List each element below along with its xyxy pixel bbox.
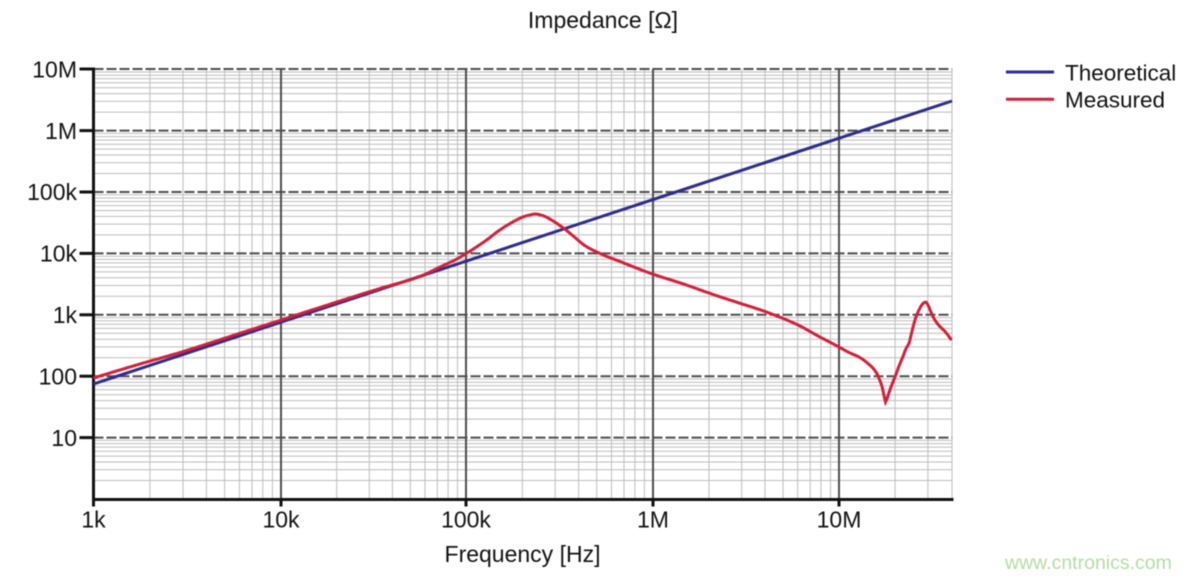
svg-text:10: 10 (51, 425, 77, 451)
svg-text:10M: 10M (32, 56, 77, 82)
svg-text:Theoretical: Theoretical (1065, 60, 1176, 85)
svg-text:1M: 1M (637, 506, 669, 532)
svg-text:100k: 100k (441, 506, 491, 532)
svg-text:Frequency [Hz]: Frequency [Hz] (445, 541, 601, 567)
svg-text:1k: 1k (81, 506, 106, 532)
svg-text:10M: 10M (817, 506, 862, 532)
svg-text:Measured: Measured (1065, 88, 1165, 113)
svg-text:10k: 10k (40, 241, 78, 267)
svg-text:www.cntronics.com: www.cntronics.com (1004, 552, 1172, 574)
svg-text:1k: 1k (53, 302, 78, 328)
svg-text:10k: 10k (262, 506, 300, 532)
svg-text:100: 100 (39, 363, 77, 389)
svg-text:100k: 100k (27, 179, 77, 205)
svg-text:Impedance [Ω]: Impedance [Ω] (528, 7, 678, 33)
svg-text:1M: 1M (45, 118, 77, 144)
